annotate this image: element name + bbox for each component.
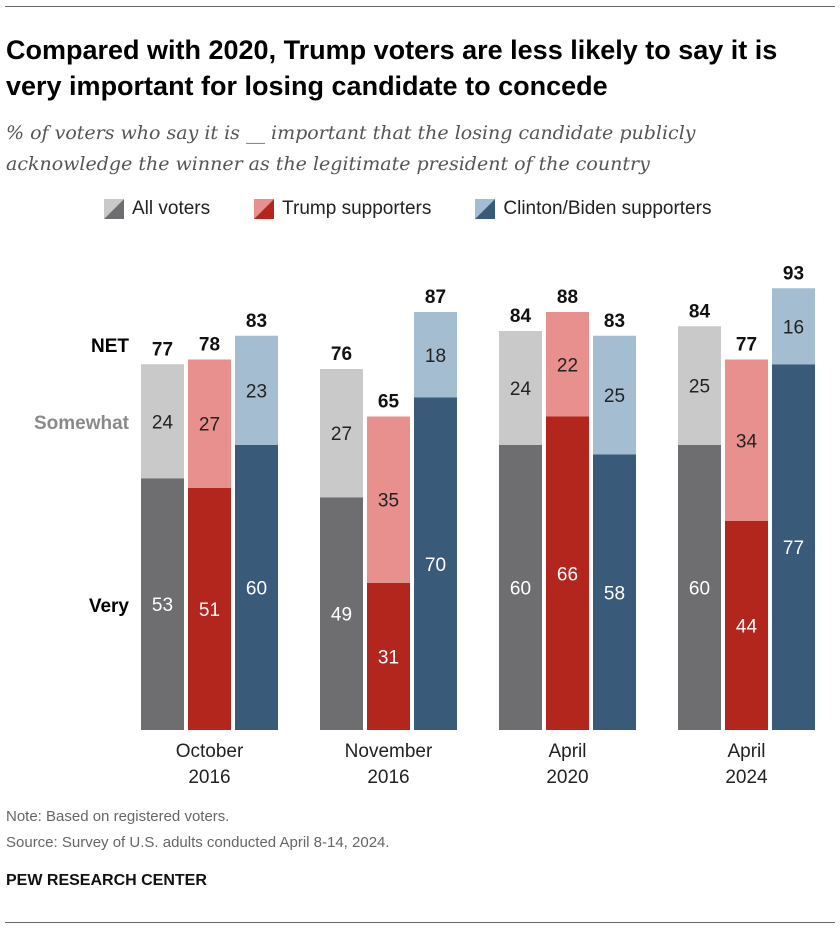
- row-label-somewhat: Somewhat: [34, 413, 130, 434]
- bar-very: [367, 582, 410, 730]
- label-very: 53: [152, 595, 173, 616]
- label-net: 83: [604, 311, 625, 332]
- x-tick-label: November: [345, 741, 433, 762]
- bar-very: [678, 445, 721, 730]
- chart-subtitle: % of voters who say it is __ important t…: [6, 122, 696, 175]
- label-somewhat: 24: [510, 379, 532, 400]
- x-tick-label: 2020: [546, 767, 588, 788]
- label-very: 70: [425, 555, 446, 576]
- label-net: 76: [331, 344, 352, 365]
- bar-very: [141, 478, 184, 730]
- label-net: 65: [378, 392, 400, 413]
- bar-very: [772, 364, 815, 730]
- label-net: 77: [152, 339, 173, 360]
- label-somewhat: 24: [152, 412, 174, 433]
- bottom-rule: [5, 922, 835, 923]
- bar-very: [414, 397, 457, 730]
- top-rule: [5, 6, 835, 7]
- bar-very: [593, 454, 636, 730]
- label-somewhat: 27: [331, 424, 352, 445]
- label-somewhat: 18: [425, 346, 446, 367]
- bar-somewhat: [414, 312, 457, 398]
- bar-somewhat: [546, 312, 589, 417]
- label-very: 60: [510, 579, 531, 600]
- label-net: 88: [557, 287, 578, 308]
- bar-somewhat: [678, 326, 721, 445]
- bar-somewhat: [235, 335, 278, 445]
- label-net: 83: [246, 311, 267, 332]
- x-tick-label: 2024: [725, 767, 768, 788]
- label-somewhat: 34: [736, 431, 758, 452]
- bar-somewhat: [499, 331, 542, 445]
- label-net: 77: [736, 335, 757, 356]
- label-somewhat: 23: [246, 381, 267, 402]
- label-somewhat: 25: [604, 386, 625, 407]
- note: Note: Based on registered voters.: [6, 808, 230, 825]
- label-very: 44: [736, 617, 758, 638]
- label-net: 87: [425, 287, 446, 308]
- chart-title: Compared with 2020, Trump voters are les…: [6, 35, 778, 101]
- label-somewhat: 25: [689, 377, 710, 398]
- source: Source: Survey of U.S. adults conducted …: [6, 834, 390, 851]
- legend-swatch-icon: [475, 199, 496, 219]
- bar-very: [320, 497, 363, 730]
- label-very: 77: [783, 538, 804, 559]
- legend-item: All voters: [104, 198, 210, 220]
- bar-somewhat: [367, 416, 410, 583]
- bar-somewhat: [772, 288, 815, 365]
- bar-very: [725, 521, 768, 730]
- label-very: 51: [199, 600, 220, 621]
- label-somewhat: 27: [199, 415, 220, 436]
- bar-very: [235, 445, 278, 730]
- x-tick-label: April: [727, 741, 765, 762]
- label-somewhat: 16: [783, 317, 804, 338]
- legend-label: All voters: [132, 198, 211, 219]
- label-net: 78: [199, 335, 220, 356]
- label-somewhat: 35: [378, 491, 399, 512]
- label-very: 60: [689, 579, 710, 600]
- label-net: 93: [783, 263, 804, 284]
- row-label-net: NET: [91, 336, 129, 357]
- label-net: 84: [689, 301, 711, 322]
- legend-swatch-icon: [254, 199, 275, 219]
- legend-item: Clinton/Biden supporters: [475, 198, 711, 220]
- x-tick-label: 2016: [367, 767, 409, 788]
- label-somewhat: 22: [557, 355, 578, 376]
- bar-somewhat: [141, 364, 184, 479]
- legend-item: Trump supporters: [254, 198, 431, 220]
- x-tick-label: April: [548, 741, 586, 762]
- bar-somewhat: [593, 335, 636, 455]
- bar-somewhat: [725, 359, 768, 521]
- brand-logo-text: PEW RESEARCH CENTER: [6, 872, 207, 889]
- label-very: 49: [331, 605, 352, 626]
- label-net: 84: [510, 306, 532, 327]
- bar-somewhat: [320, 369, 363, 498]
- label-very: 31: [378, 647, 399, 668]
- x-tick-label: October: [176, 741, 244, 762]
- bar-very: [188, 487, 231, 730]
- label-very: 58: [604, 583, 625, 604]
- legend-swatch-icon: [104, 199, 124, 219]
- bar-very: [546, 416, 589, 730]
- bar-very: [499, 445, 542, 730]
- x-tick-label: 2016: [188, 767, 230, 788]
- label-very: 60: [246, 579, 267, 600]
- label-very: 66: [557, 564, 578, 585]
- bar-somewhat: [188, 359, 231, 488]
- legend: All voters Trump supporters Clinton/Biden …: [104, 198, 711, 220]
- row-label-very: Very: [89, 596, 130, 617]
- legend-label: Trump supporters: [282, 198, 432, 219]
- legend-label: Clinton/Biden supporters: [503, 198, 712, 219]
